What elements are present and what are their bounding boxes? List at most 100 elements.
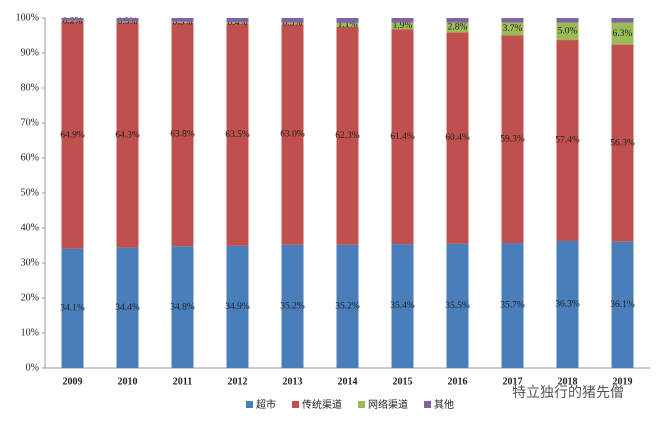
y-tick-label: 40%: [21, 222, 39, 233]
data-label: 3.7%: [503, 24, 523, 34]
legend-swatch: [358, 401, 365, 408]
data-label: 1.1%: [338, 20, 358, 30]
x-tick-label: 2015: [393, 376, 413, 387]
data-label: 57.4%: [555, 136, 580, 146]
bar-segment: [281, 18, 304, 23]
bar-segment: [281, 244, 304, 368]
bar-segment: [281, 24, 304, 245]
bar-segment: [281, 22, 304, 25]
bar-segment: [171, 18, 194, 22]
data-label: 35.2%: [335, 302, 360, 312]
data-label: 62.3%: [335, 131, 360, 141]
data-label: 61.4%: [390, 132, 415, 142]
y-tick-label: 20%: [21, 292, 39, 303]
data-label: 64.9%: [60, 130, 85, 140]
bar-segment: [556, 22, 579, 41]
data-label: 60.4%: [445, 133, 470, 143]
data-label: 0.4%: [228, 18, 248, 28]
data-label: 0.3%: [118, 17, 138, 27]
legend-swatch: [424, 401, 431, 408]
x-tick-label: 2011: [173, 376, 192, 387]
x-tick-label: 2009: [63, 376, 83, 387]
bar-segment: [501, 35, 524, 244]
y-tick-label: 70%: [21, 117, 39, 128]
bar-segment: [116, 22, 139, 248]
data-label: 56.3%: [610, 138, 635, 148]
bar-segment: [226, 18, 249, 23]
y-tick-label: 0%: [26, 362, 39, 373]
bar-segment: [611, 18, 634, 23]
x-tick-label: 2017: [503, 376, 523, 387]
y-tick-label: 50%: [21, 187, 39, 198]
data-label: 2.8%: [448, 23, 468, 33]
data-label: 59.3%: [500, 134, 525, 144]
data-label: 34.8%: [170, 302, 195, 312]
x-tick-label: 2010: [118, 376, 138, 387]
x-tick-label: 2016: [448, 376, 468, 387]
bar-segment: [226, 23, 249, 246]
bar-segment: [226, 22, 249, 24]
data-label: 34.4%: [115, 303, 140, 313]
data-label: 36.1%: [610, 300, 635, 310]
x-tick-label: 2012: [228, 376, 248, 387]
watermark: 特立独行的猪先僧: [512, 385, 624, 401]
data-label: 36.3%: [555, 300, 580, 310]
legend-label: 其他: [434, 398, 454, 411]
legend-label: 网络渠道: [368, 398, 408, 411]
bar-segment: [336, 244, 359, 368]
bar-segment: [171, 21, 194, 23]
data-label: 34.9%: [225, 302, 250, 312]
bar-segment: [171, 246, 194, 368]
bar-segment: [116, 18, 139, 22]
data-label: 35.4%: [390, 301, 415, 311]
bar-segment: [391, 244, 414, 368]
bar-segment: [446, 32, 469, 244]
data-label: 34.1%: [60, 304, 85, 314]
bar-segment: [61, 248, 84, 368]
bar-segment: [116, 21, 139, 23]
legend-label: 超市: [256, 398, 276, 411]
legend-swatch: [292, 401, 299, 408]
y-tick-label: 80%: [21, 82, 39, 93]
bar-segment: [226, 245, 249, 368]
data-label: 0.5%: [283, 19, 303, 29]
bar-segment: [171, 22, 194, 247]
bar-segment: [501, 243, 524, 368]
data-label: 35.5%: [445, 301, 470, 311]
bar-segment: [611, 241, 634, 368]
bar-segment: [61, 18, 84, 21]
data-label: 0.2%: [63, 16, 83, 26]
data-label: 0.3%: [173, 18, 193, 28]
legend-label: 传统渠道: [302, 398, 342, 411]
bar-segment: [61, 20, 84, 22]
data-label: 63.0%: [280, 130, 305, 140]
bar-segment: [446, 18, 469, 23]
bar-segment: [446, 22, 469, 33]
bar-segment: [391, 22, 414, 30]
data-label: 35.2%: [280, 302, 305, 312]
x-tick-label: 2019: [613, 376, 633, 387]
bar-segment: [446, 243, 469, 368]
y-tick-label: 30%: [21, 257, 39, 268]
bar-segment: [556, 40, 579, 241]
bar-segment: [501, 22, 524, 36]
bar-segment: [61, 21, 84, 249]
y-tick-label: 90%: [21, 47, 39, 58]
data-label: 5.0%: [558, 26, 578, 36]
x-tick-label: 2013: [283, 376, 303, 387]
bar-segment: [501, 18, 524, 23]
data-label: 6.3%: [613, 29, 633, 39]
bar-segment: [336, 22, 359, 27]
bar-segment: [611, 44, 634, 242]
bar-segment: [556, 18, 579, 23]
data-label: 63.8%: [170, 130, 195, 140]
bar-segment: [391, 18, 414, 23]
bar-segment: [391, 29, 414, 245]
y-tick-label: 100%: [16, 12, 39, 23]
bar-segment: [116, 247, 139, 368]
bar-segment: [336, 18, 359, 23]
y-tick-label: 10%: [21, 327, 39, 338]
data-label: 63.5%: [225, 130, 250, 140]
